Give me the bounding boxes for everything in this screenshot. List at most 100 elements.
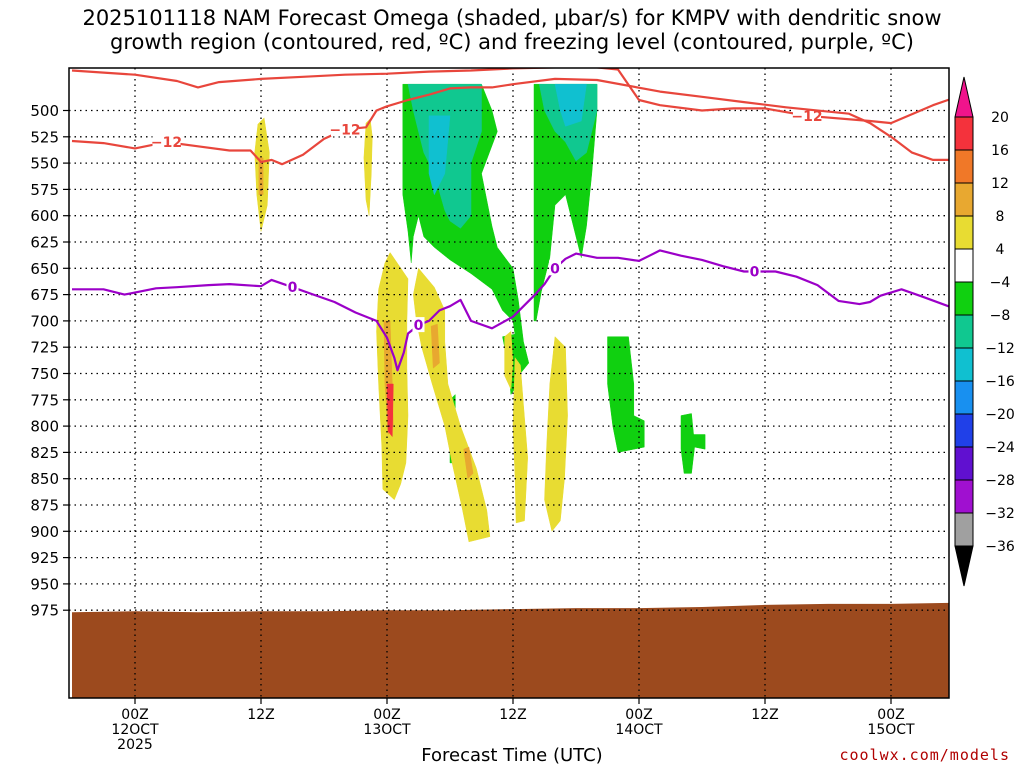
colorbar-bin-10 [954, 446, 974, 481]
omega-region-2-1 [554, 83, 587, 127]
colorbar: 20 16 12 8 4 −4 −8 −12 −16 −20 −24 −28 −32 −36 [954, 76, 1015, 587]
colorbar-bin-0 [954, 116, 974, 151]
colorbar-bin-5 [954, 281, 974, 316]
colorbar-bin-7 [954, 347, 974, 382]
axes-layer: 500 525 550 575 600 625 650 675 700 725 750 775 800 8… [30, 67, 950, 753]
x-axis-title: Forecast Time (UTC) [421, 745, 603, 766]
x-tick-label-0-2: 2025 [117, 737, 153, 753]
y-tick-label-750: 750 [30, 365, 59, 383]
colorbar-label-10: −24 [985, 440, 1015, 456]
contour-label-0-1: −12 [791, 109, 822, 125]
y-tick-label-650: 650 [30, 260, 59, 278]
colorbar-bin-12 [954, 512, 974, 547]
y-tick-label-900: 900 [30, 523, 59, 541]
omega-region-3-1 [363, 118, 373, 216]
x-tick-label-12-0: 12Z [247, 707, 274, 723]
credit-text: coolwx.com/models [839, 746, 1010, 764]
colorbar-top-arrow [954, 76, 974, 118]
y-tick-label-500: 500 [30, 102, 59, 120]
contour-label-bg-0-1 [793, 107, 821, 123]
x-tick-label-60-0: 12Z [751, 707, 778, 723]
x-tick-label-72-0: 00Z [877, 707, 904, 723]
contour-label-2-2: 0 [550, 261, 560, 277]
contour-label-bg-1-1 [331, 121, 359, 137]
colorbar-label-1: 16 [991, 143, 1009, 159]
omega-region-0-4 [607, 336, 645, 453]
colorbar-bin-8 [954, 380, 974, 415]
y-tick-label-850: 850 [30, 470, 59, 488]
omega-region-3-6 [544, 336, 568, 532]
omega-region-4-3 [463, 446, 474, 480]
chart-title-line-2: growth region (contoured, red, ºC) and f… [110, 30, 914, 54]
omega-region-4-2 [430, 323, 440, 369]
colorbar-label-3: 8 [996, 209, 1005, 225]
y-tick-label-725: 725 [30, 339, 59, 357]
contour-label-bg-2-3 [748, 263, 761, 279]
colorbar-bin-6 [954, 314, 974, 349]
omega-region-3-4 [504, 330, 514, 391]
x-tick-label-24-1: 13OCT [363, 722, 411, 738]
contour-label-1-0: −12 [151, 135, 182, 151]
y-tick-label-525: 525 [30, 128, 59, 146]
y-tick-label-950: 950 [30, 575, 59, 593]
y-tick-label-575: 575 [30, 181, 59, 199]
y-tick-label-975: 975 [30, 602, 59, 620]
contour-line-2 [72, 249, 949, 372]
y-tick-label-600: 600 [30, 207, 59, 225]
colorbar-label-7: −12 [985, 341, 1015, 357]
x-tick-label-72-1: 15OCT [867, 722, 915, 738]
y-tick-label-925: 925 [30, 549, 59, 567]
colorbar-label-8: −16 [985, 374, 1015, 390]
contour-label-bg-2-0 [286, 279, 299, 295]
colorbar-label-2: 12 [991, 176, 1009, 192]
colorbar-bin-2 [954, 182, 974, 217]
contour-label-bg-2-1 [412, 317, 425, 333]
omega-region-4-0 [258, 157, 264, 195]
colorbar-bin-4 [954, 248, 974, 283]
colorbar-label-0: 20 [991, 110, 1009, 126]
colorbar-bin-3 [954, 215, 974, 250]
contour-label-bg-1-0 [152, 134, 181, 150]
colorbar-label-12: −32 [985, 506, 1015, 522]
omega-region-3-5 [512, 356, 528, 524]
contour-label-1-1: −12 [329, 122, 360, 138]
colorbar-label-11: −28 [985, 473, 1015, 489]
chart-title-line-1: 2025101118 NAM Forecast Omega (shaded, μ… [82, 6, 942, 30]
omega-shaded-regions [254, 83, 706, 543]
x-tick-label-0-0: 00Z [121, 707, 148, 723]
colorbar-bin-1 [954, 149, 974, 184]
x-tick-label-36-0: 12Z [499, 707, 526, 723]
contour-label-2-1: 0 [414, 318, 424, 334]
contour-label-2-3: 0 [750, 264, 760, 280]
y-tick-label-800: 800 [30, 418, 59, 436]
x-tick-label-48-1: 14OCT [615, 722, 663, 738]
omega-region-2-0 [428, 115, 451, 196]
colorbar-label-5: −4 [990, 275, 1011, 291]
y-tick-label-550: 550 [30, 155, 59, 173]
y-tick-label-825: 825 [30, 444, 59, 462]
y-tick-label-675: 675 [30, 286, 59, 304]
y-tick-label-775: 775 [30, 391, 59, 409]
colorbar-bin-11 [954, 479, 974, 514]
omega-region-3-3 [413, 267, 491, 543]
grid-layer [69, 68, 949, 698]
chart-title: 2025101118 NAM Forecast Omega (shaded, μ… [0, 6, 1024, 54]
plot-frame [68, 67, 950, 699]
colorbar-label-9: −20 [985, 407, 1015, 423]
contour-line-1 [71, 77, 949, 166]
colorbar-label-13: −36 [985, 539, 1015, 555]
y-tick-label-625: 625 [30, 234, 59, 252]
y-tick-label-875: 875 [30, 497, 59, 515]
colorbar-label-6: −8 [990, 308, 1011, 324]
x-tick-label-48-0: 00Z [625, 707, 652, 723]
x-tick-label-0-1: 12OCT [111, 722, 159, 738]
contour-label-2-0: 0 [288, 280, 298, 296]
y-tick-label-700: 700 [30, 312, 59, 330]
omega-region-5-0 [386, 383, 394, 438]
x-tick-label-24-0: 00Z [373, 707, 400, 723]
colorbar-bottom-arrow [954, 545, 974, 587]
colorbar-bin-9 [954, 413, 974, 448]
colorbar-label-4: 4 [996, 242, 1005, 258]
